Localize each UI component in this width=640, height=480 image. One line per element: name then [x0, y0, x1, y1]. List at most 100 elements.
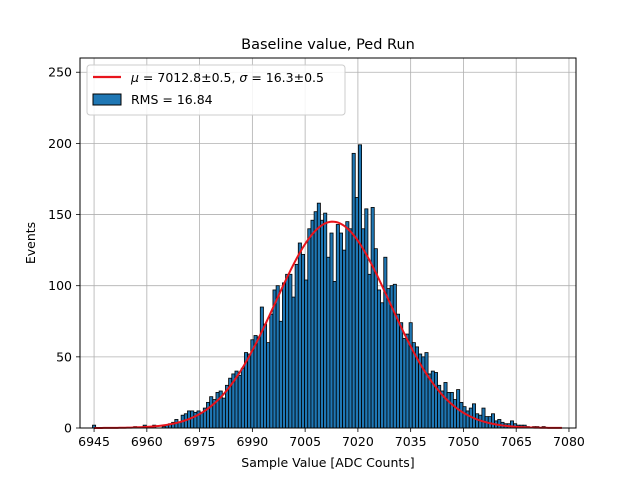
histogram-bar [446, 392, 451, 429]
histogram-bar [237, 374, 242, 429]
histogram-bar [430, 370, 435, 429]
histogram-bar [497, 419, 502, 429]
histogram-bar [490, 413, 495, 429]
histogram-bar [345, 221, 350, 429]
histogram-bar [307, 228, 312, 429]
histogram-bar [323, 212, 328, 429]
histogram-bar [256, 336, 261, 429]
histogram-bar [405, 333, 410, 429]
histogram-bar [316, 202, 321, 429]
histogram-bar [424, 352, 429, 429]
x-tick-label: 7020 [342, 434, 374, 449]
histogram-bar [263, 323, 268, 429]
histogram-bar [364, 208, 369, 429]
histogram-bar [301, 253, 306, 429]
histogram-bar [392, 283, 397, 429]
histogram-bar [453, 399, 457, 429]
chart-title: Baseline value, Ped Run [241, 37, 415, 53]
histogram-bar [377, 289, 381, 429]
histogram-bar [339, 232, 343, 429]
y-tick-label: 150 [48, 207, 72, 222]
histogram-bar [462, 406, 467, 429]
histogram-bar [206, 401, 211, 429]
histogram-bar [449, 392, 454, 429]
y-tick-label: 100 [48, 278, 72, 293]
histogram-bar [459, 401, 464, 429]
y-tick-label: 0 [64, 421, 72, 436]
gaussian-fit-curve [94, 220, 562, 429]
histogram-bar [370, 207, 375, 429]
histogram-bar [386, 288, 391, 429]
histogram-bar [221, 397, 226, 429]
histogram-bar [472, 403, 476, 429]
histogram-bar [313, 211, 318, 429]
x-tick-label: 6960 [131, 434, 163, 449]
histogram-bar [348, 228, 353, 429]
histogram-bar [304, 279, 309, 429]
histogram-bar [320, 219, 325, 429]
histogram-bar [383, 256, 388, 429]
legend: μ = 7012.8±0.5, σ = 16.3±0.5 RMS = 16.84 [86, 64, 346, 116]
histogram-bar [190, 410, 195, 429]
histogram-bar [380, 302, 385, 429]
histogram-bar [266, 342, 271, 429]
x-tick-label: 6990 [236, 434, 268, 449]
histogram-bar [253, 335, 258, 429]
x-tick-label: 6945 [78, 434, 110, 449]
histogram-bar [269, 313, 274, 429]
histogram-bar [326, 256, 331, 429]
histogram-bar [288, 273, 293, 429]
histogram-bar [335, 224, 340, 429]
histogram-bar [282, 282, 287, 429]
x-tick-label: 7035 [395, 434, 427, 449]
histogram-bar [361, 228, 366, 429]
histogram-bar [240, 367, 245, 429]
legend-fit-label: μ = 7012.8±0.5, σ = 16.3±0.5 [130, 70, 324, 85]
x-axis-label: Sample Value [ADC Counts] [241, 455, 414, 470]
histogram-bar [285, 273, 290, 429]
histogram-bar [408, 322, 413, 429]
y-axis-ticks: 0 50 100 150 200 250 [48, 65, 80, 436]
histogram-bar [481, 407, 486, 429]
histogram-bar [209, 396, 214, 429]
x-tick-label: 7065 [500, 434, 532, 449]
y-tick-label: 50 [56, 349, 72, 364]
y-tick-label: 200 [48, 136, 72, 151]
histogram-bar [199, 411, 204, 429]
legend-sigma-value: = 16.3±0.5 [247, 70, 324, 85]
histogram-bar [310, 219, 315, 429]
legend-sigma-symbol: σ [239, 70, 248, 85]
histogram-bar [332, 281, 337, 429]
histogram-bar [329, 232, 334, 429]
histogram-bar [367, 273, 372, 429]
histogram-bar [215, 392, 220, 429]
histogram-bar [399, 322, 404, 429]
histogram-bar [443, 382, 448, 429]
y-axis-label: Events [23, 222, 38, 264]
x-axis-ticks: 6945 6960 6975 6990 7005 7020 7035 7050 7065 7080 [78, 428, 585, 449]
histogram-bar [342, 249, 347, 429]
histogram-bar [294, 263, 299, 429]
legend-histogram-label: RMS = 16.84 [131, 92, 213, 107]
legend-mu-symbol: μ [130, 70, 139, 85]
histogram-bar [297, 242, 302, 429]
histogram-bar [354, 197, 359, 429]
histogram-bar [275, 285, 280, 429]
histogram-bar [247, 353, 252, 429]
legend-frame [86, 64, 346, 116]
histogram-bar [434, 372, 438, 429]
histogram-bar [259, 306, 264, 429]
x-tick-label: 6975 [184, 434, 216, 449]
histogram-bars [92, 144, 546, 429]
histogram-bar [475, 413, 480, 429]
histogram-bar [396, 313, 400, 429]
histogram-bar [278, 320, 283, 429]
histogram-bar [402, 337, 407, 429]
histogram-bar [358, 144, 362, 429]
plot-area-frame [79, 57, 577, 429]
legend-mu-value: = 7012.8±0.5, [139, 70, 239, 85]
y-tick-label: 250 [48, 65, 72, 80]
histogram-bar [291, 296, 296, 429]
histogram-bar [351, 152, 356, 429]
